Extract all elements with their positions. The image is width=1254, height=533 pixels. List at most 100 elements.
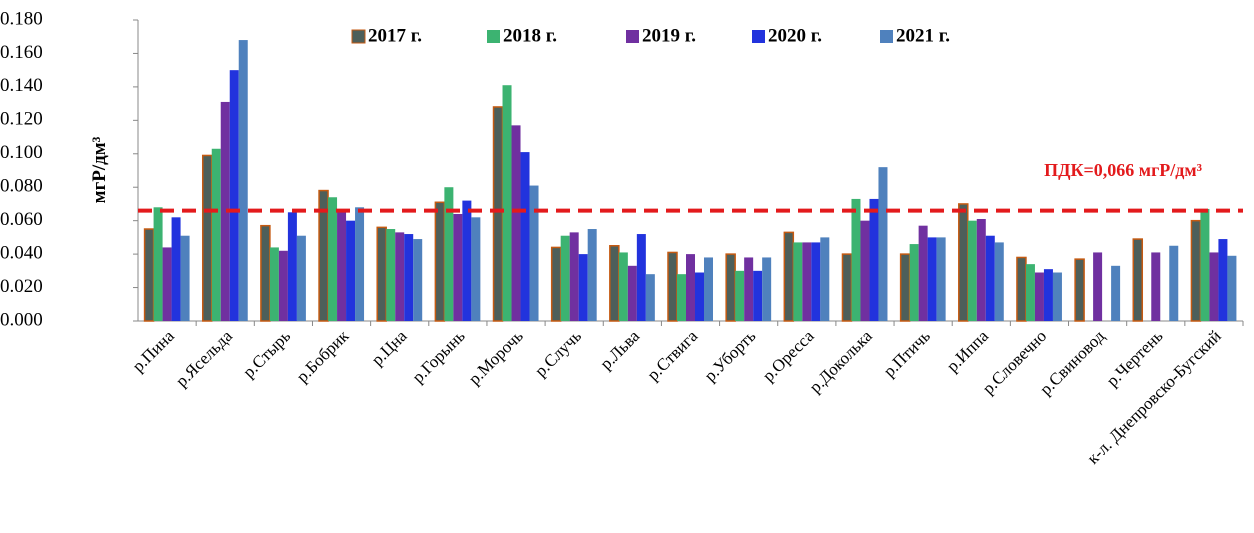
bar	[609, 245, 620, 322]
bar	[645, 274, 655, 321]
bar	[677, 274, 686, 321]
bar	[811, 242, 821, 321]
legend-swatch	[487, 30, 500, 43]
bar	[211, 148, 221, 321]
bar	[1111, 265, 1121, 321]
legend-swatch	[880, 30, 893, 43]
bar	[985, 235, 995, 321]
bar	[511, 125, 521, 321]
bar	[860, 220, 870, 321]
bar	[587, 229, 597, 321]
legend-label: 2017 г.	[368, 25, 422, 46]
bar	[918, 225, 928, 321]
bar	[376, 226, 387, 322]
bar	[636, 234, 646, 321]
y-tick-label: 0.160	[0, 42, 43, 63]
bar	[976, 218, 986, 321]
bar	[753, 270, 763, 321]
bar	[153, 207, 163, 321]
bar	[260, 224, 271, 322]
x-tick-label: р.Иппа	[943, 326, 993, 376]
bar	[180, 235, 190, 321]
y-tick-label: 0.000	[0, 309, 43, 330]
bar	[143, 228, 155, 322]
bar	[453, 213, 463, 321]
bar	[936, 237, 946, 321]
x-tick-label: р.Морочь	[465, 326, 527, 388]
bar	[967, 220, 977, 321]
x-tick-label: р.Случь	[531, 326, 585, 380]
bar	[1132, 238, 1144, 322]
bar	[337, 212, 347, 321]
bar	[201, 154, 213, 322]
y-tick-label: 0.120	[0, 109, 43, 130]
bar	[386, 229, 396, 321]
bar	[1052, 272, 1062, 321]
bar	[1227, 255, 1237, 321]
y-axis-label: мгР/дм³	[89, 136, 110, 203]
bar	[783, 231, 795, 322]
bar	[296, 235, 306, 321]
bar	[618, 252, 628, 321]
legend-swatch	[626, 30, 639, 43]
legend-swatch	[752, 30, 765, 43]
bar	[735, 270, 745, 321]
legend-swatch	[351, 29, 366, 44]
bar	[162, 247, 172, 321]
bar	[520, 152, 530, 321]
bar	[869, 198, 879, 321]
bar	[841, 253, 853, 322]
y-tick-label: 0.080	[0, 176, 43, 197]
bar	[878, 167, 888, 321]
legend-label: 2018 г.	[503, 25, 557, 46]
bar	[1218, 239, 1228, 321]
x-tick-label: р.Горынь	[408, 326, 469, 387]
bar	[744, 257, 754, 321]
x-tick-label: р.Оресса	[759, 326, 818, 385]
bar	[1190, 219, 1202, 322]
bar	[171, 217, 181, 321]
bar	[695, 272, 704, 321]
x-tick-label: р.Птичь	[880, 326, 935, 381]
bar	[1034, 272, 1044, 321]
bar	[909, 244, 919, 321]
bar	[492, 106, 504, 322]
bar	[346, 220, 356, 321]
bar	[1074, 258, 1085, 322]
bar	[278, 250, 288, 321]
bar	[1043, 269, 1053, 321]
y-tick-label: 0.040	[0, 242, 43, 263]
y-tick-label: 0.020	[0, 276, 43, 297]
bar	[1209, 252, 1219, 321]
x-tick-label: р.Стырь	[239, 326, 294, 381]
y-tick-label: 0.060	[0, 209, 43, 230]
threshold-label: ПДК=0,066 мгР/дм³	[1044, 160, 1202, 180]
bar	[820, 237, 830, 321]
bar	[686, 254, 695, 321]
bar	[851, 198, 861, 321]
bar	[627, 265, 637, 321]
bar	[229, 70, 239, 322]
bar	[1169, 245, 1179, 321]
bar	[1093, 252, 1103, 321]
legend-label: 2021 г.	[896, 25, 950, 46]
y-tick-label: 0.180	[0, 8, 43, 29]
bar	[725, 253, 736, 322]
bar	[958, 203, 969, 322]
bar	[502, 85, 512, 321]
legend-label: 2020 г.	[768, 25, 822, 46]
bar	[328, 197, 338, 321]
bar	[462, 200, 472, 321]
bar	[529, 185, 539, 321]
bar	[793, 242, 803, 321]
bar	[444, 187, 454, 321]
bar	[220, 101, 230, 321]
x-tick-label: р.Ясельда	[172, 326, 237, 391]
x-tick-label: р.Ствига	[643, 326, 701, 384]
bar	[1151, 252, 1161, 321]
x-tick-label: р.Уборть	[701, 326, 760, 385]
bar	[899, 253, 911, 322]
bar	[238, 40, 248, 322]
x-tick-label: р.Доколька	[806, 326, 877, 397]
